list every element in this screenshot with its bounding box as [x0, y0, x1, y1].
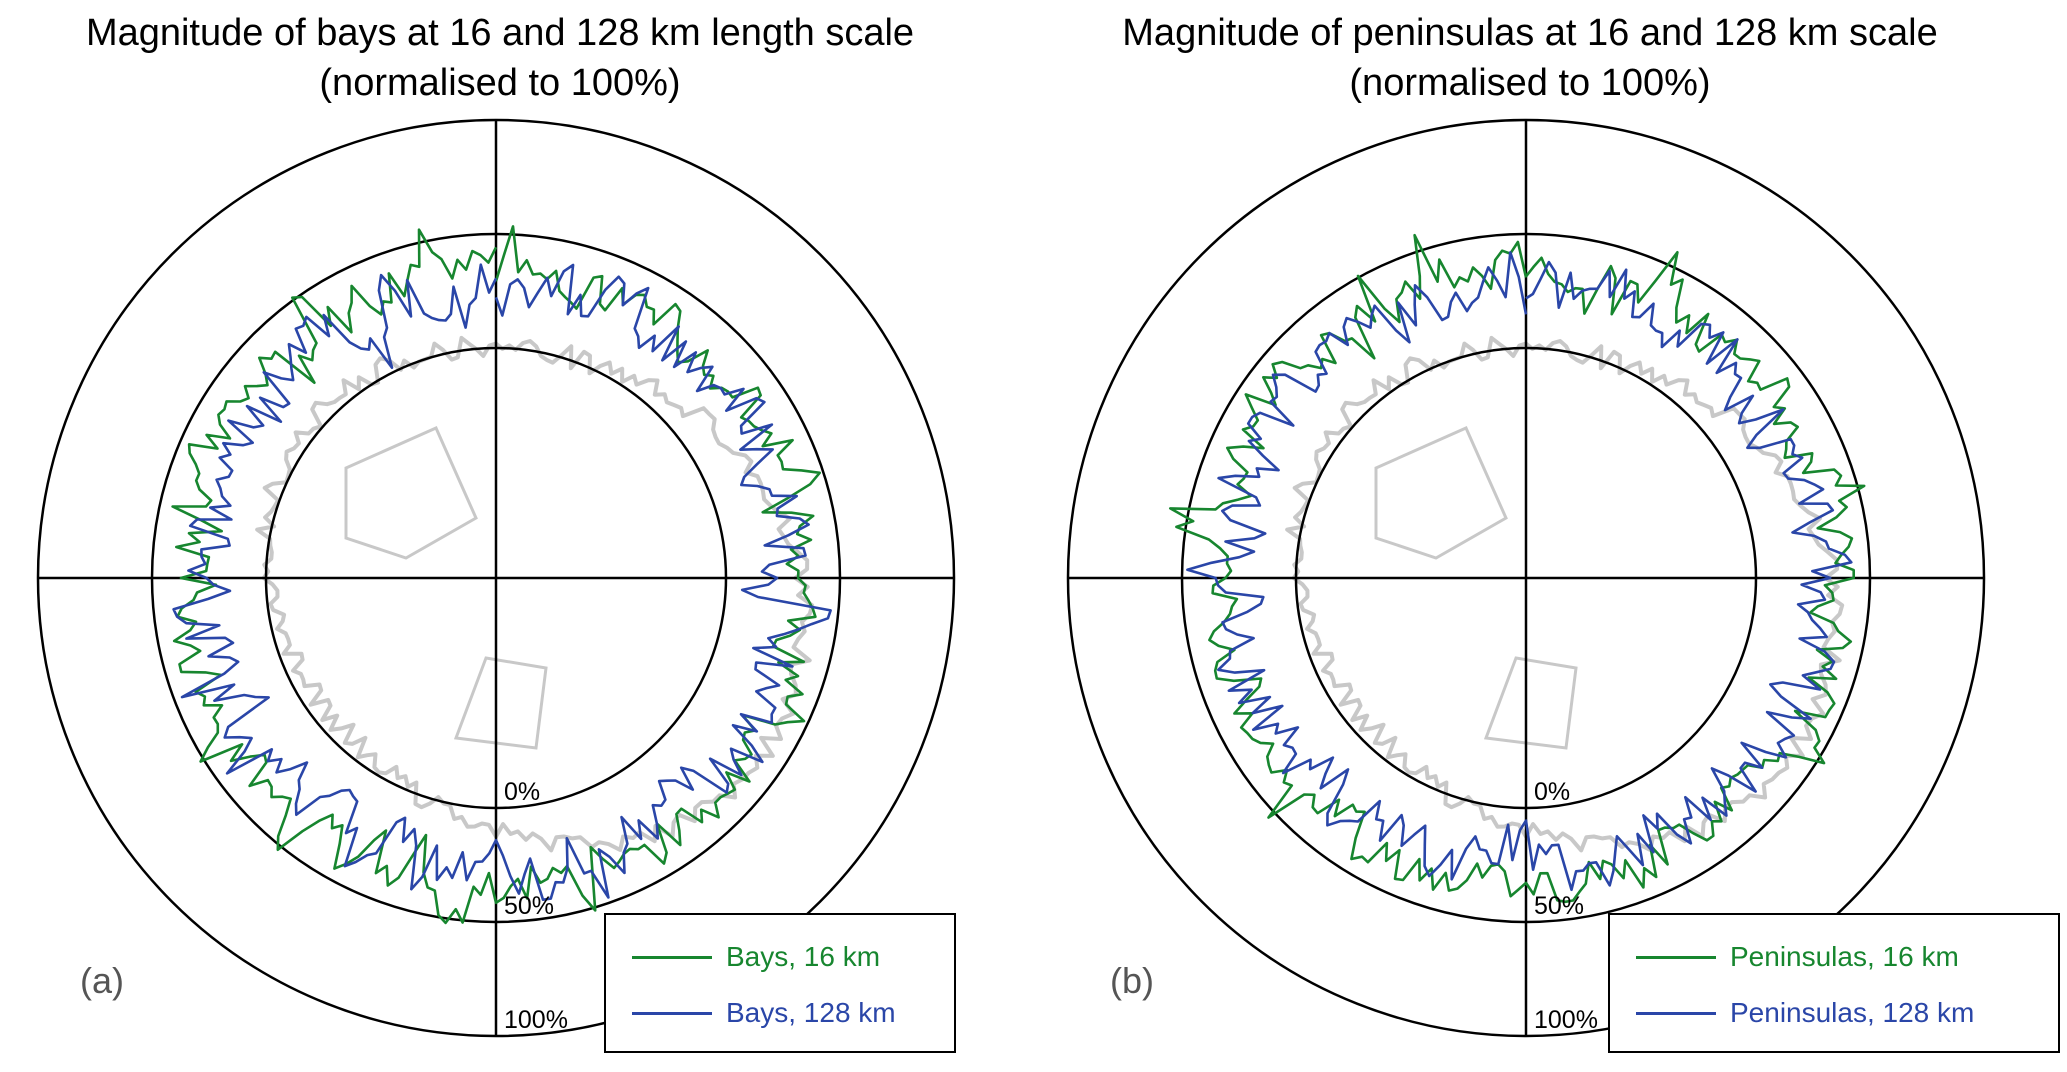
- coastline-divides: [344, 426, 548, 750]
- series-line-1: [1186, 251, 1853, 892]
- series-line-1: [172, 263, 832, 902]
- series-line-0: [171, 225, 822, 925]
- legend-swatch-green: [1636, 955, 1716, 959]
- chart-title-line2: (normalised to 100%): [1349, 62, 1711, 104]
- legend-label: Bays, 128 km: [726, 997, 896, 1028]
- legend-entry-peninsulas-16: Peninsulas, 16 km: [1636, 937, 1959, 977]
- radial-tick-label: 50%: [504, 892, 554, 920]
- chart-title-line1: Magnitude of peninsulas at 16 and 128 km…: [1122, 12, 1938, 54]
- panel-label: (b): [1110, 960, 1154, 1001]
- legend-swatch-green: [632, 955, 712, 959]
- legend: Bays, 16 km Bays, 128 km: [604, 913, 956, 1053]
- legend: Peninsulas, 16 km Peninsulas, 128 km: [1608, 913, 2060, 1053]
- radial-tick-label: 50%: [1534, 892, 1584, 920]
- legend-swatch-blue: [1636, 1011, 1716, 1015]
- panel-a: Magnitude of bays at 16 and 128 km lengt…: [0, 0, 1030, 1072]
- radial-tick-label: 100%: [1534, 1006, 1598, 1034]
- polar-plot: 0% 50% 100%: [36, 118, 956, 1038]
- plot-area: 0% 50% 100%: [1066, 118, 1986, 1038]
- radial-tick-label: 0%: [1534, 778, 1570, 806]
- radial-tick-label: 0%: [504, 778, 540, 806]
- legend-entry-peninsulas-128: Peninsulas, 128 km: [1636, 993, 1974, 1033]
- series-line-0: [1169, 233, 1866, 904]
- chart-title: Magnitude of bays at 16 and 128 km lengt…: [0, 8, 1000, 108]
- plot-area: 0% 50% 100%: [36, 118, 956, 1038]
- legend-label: Peninsulas, 16 km: [1730, 941, 1959, 972]
- panel-label: (a): [80, 960, 124, 1001]
- legend-entry-bays-16: Bays, 16 km: [632, 937, 880, 977]
- chart-title-line2: (normalised to 100%): [319, 62, 681, 104]
- chart-title: Magnitude of peninsulas at 16 and 128 km…: [1030, 8, 2030, 108]
- legend-label: Peninsulas, 128 km: [1730, 997, 1975, 1028]
- coastline-outline: [1285, 335, 1845, 853]
- legend-swatch-blue: [632, 1011, 712, 1015]
- legend-entry-bays-128: Bays, 128 km: [632, 993, 896, 1033]
- coastline-divides: [1374, 426, 1578, 750]
- polar-plot: 0% 50% 100%: [1066, 118, 1986, 1038]
- radial-tick-label: 100%: [504, 1006, 568, 1034]
- chart-title-line1: Magnitude of bays at 16 and 128 km lengt…: [85, 12, 915, 54]
- legend-label: Bays, 16 km: [726, 941, 881, 972]
- panel-b: Magnitude of peninsulas at 16 and 128 km…: [1030, 0, 2060, 1072]
